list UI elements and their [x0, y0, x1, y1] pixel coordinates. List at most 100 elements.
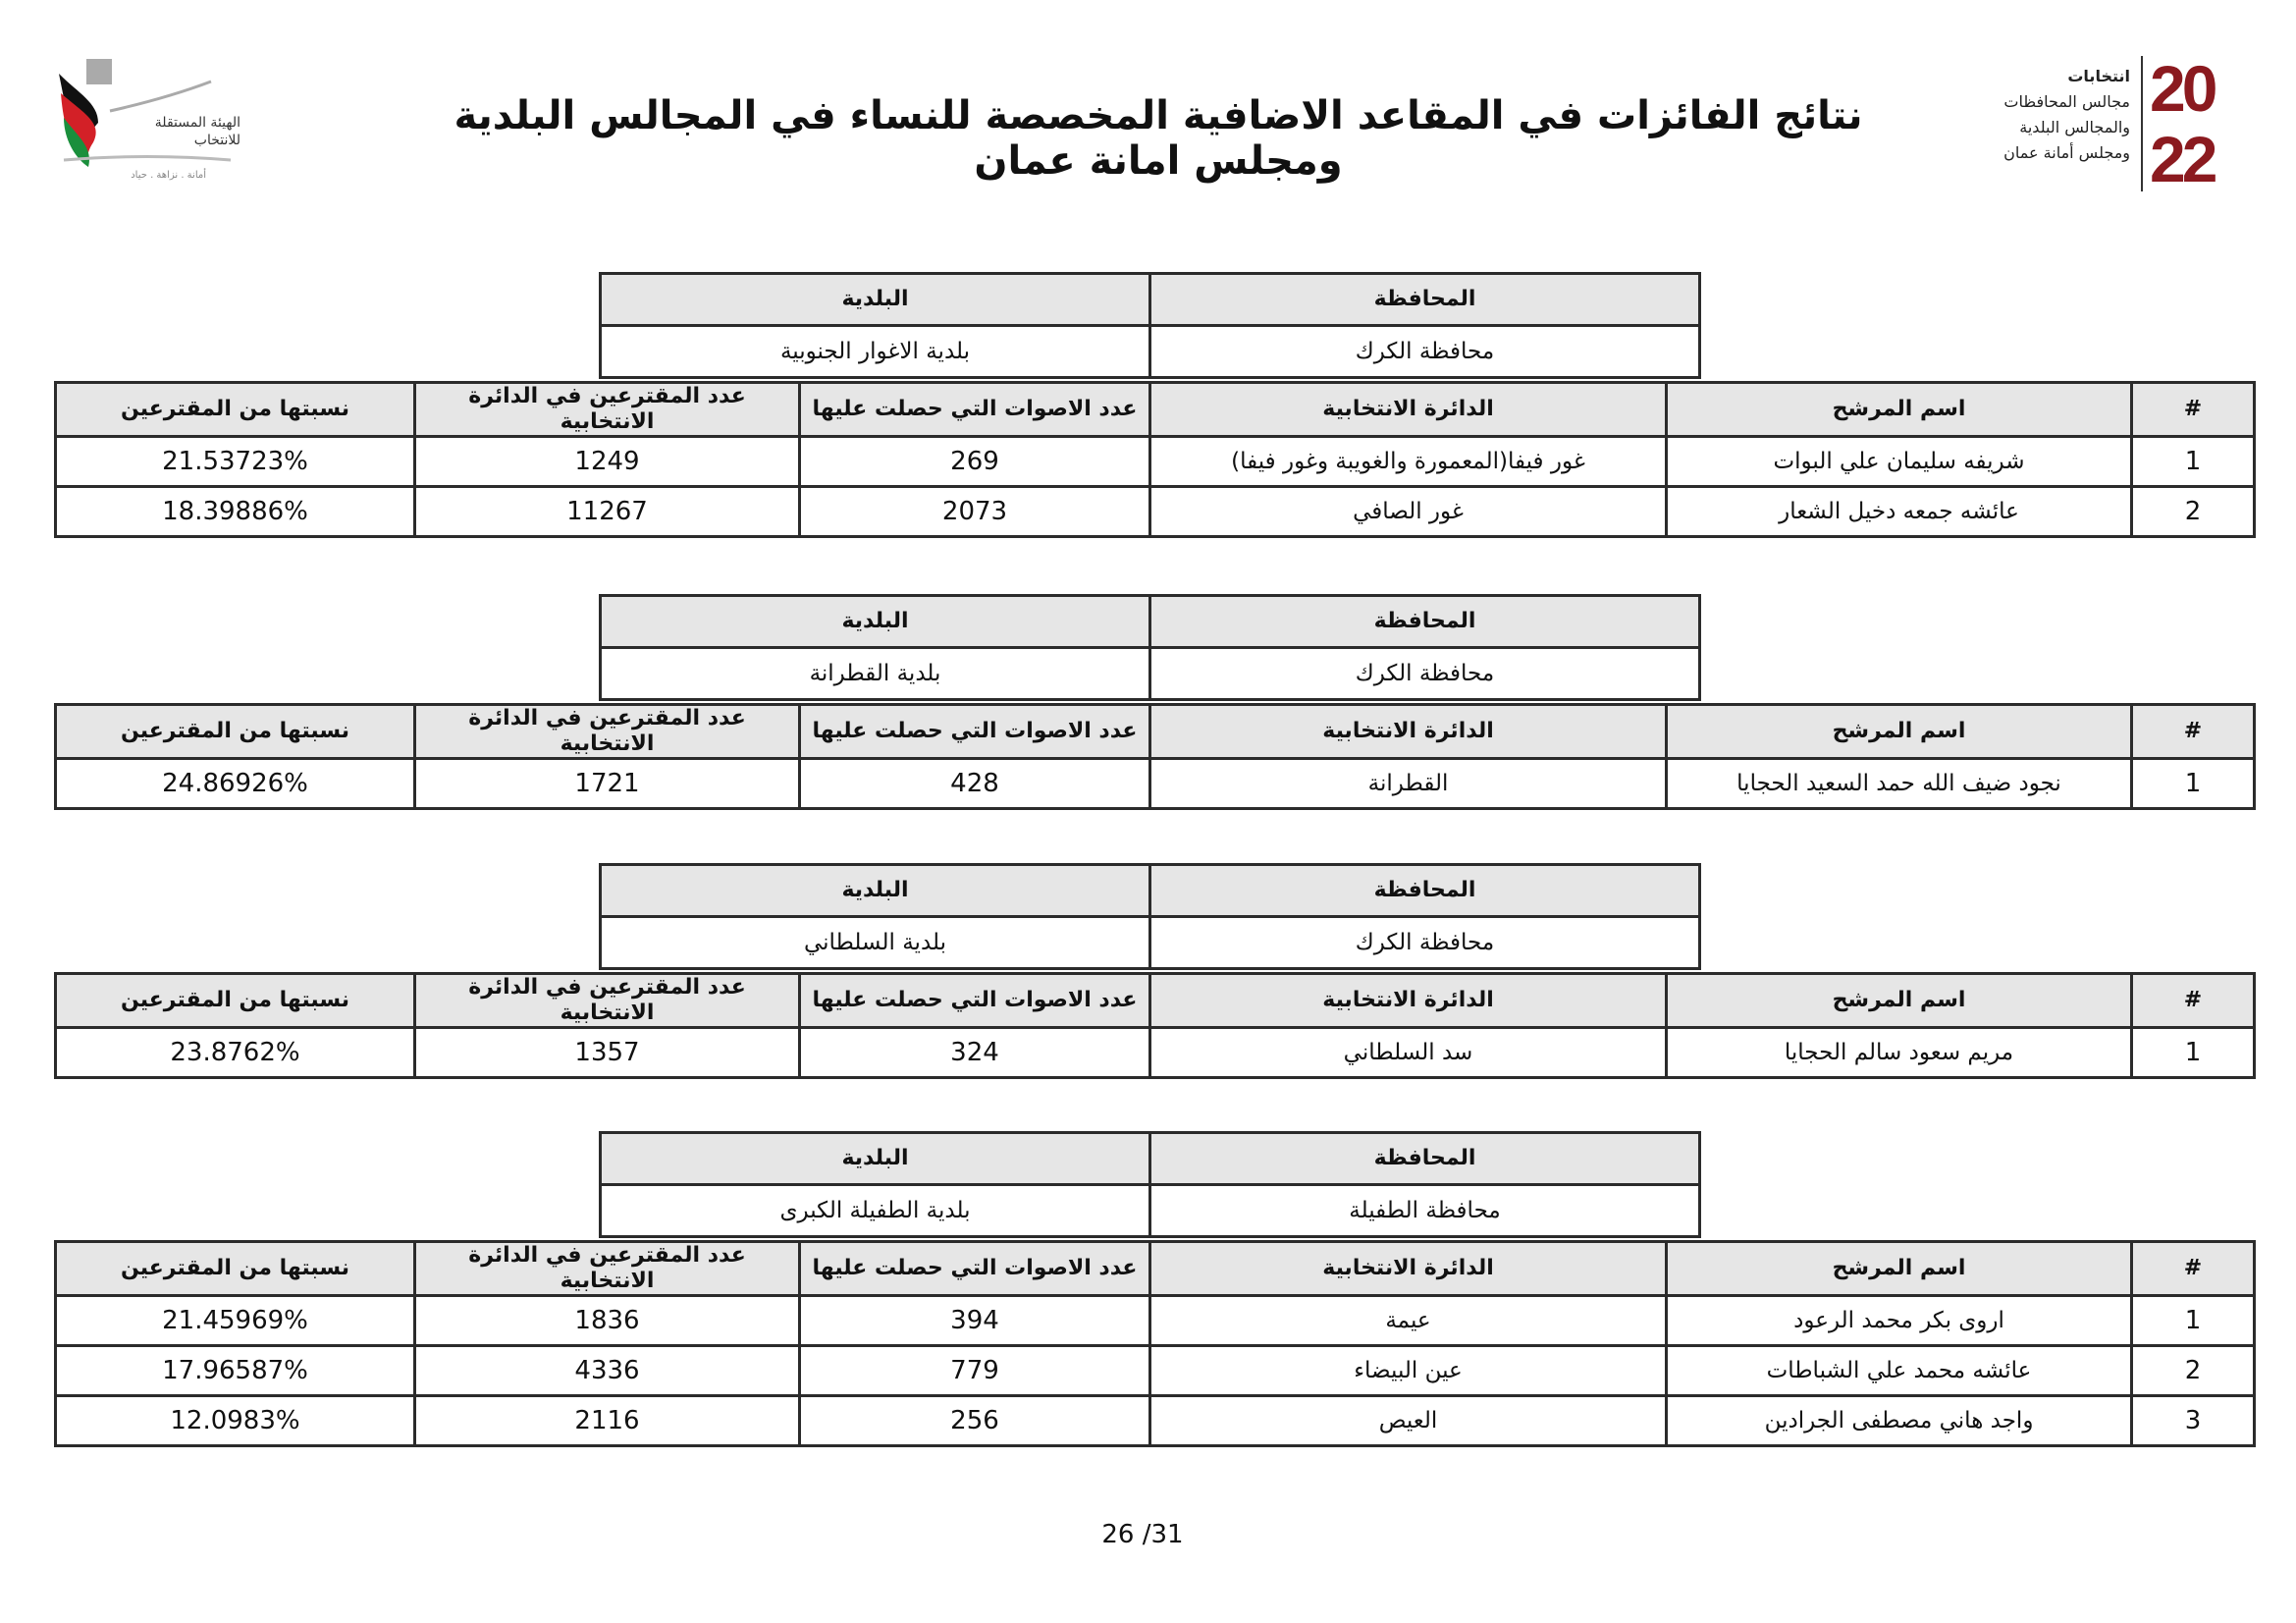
- district-cell: غور الصافي: [1148, 485, 1668, 538]
- ratio-cell: 18.39886%: [54, 485, 416, 538]
- iec-logo-icon: [59, 59, 232, 167]
- ratio-header: نسبتها من المقترعين: [54, 1240, 416, 1297]
- page-title: نتائج الفائزات في المقاعد الاضافية المخص…: [454, 93, 1863, 184]
- table-header-row: # اسم المرشح الدائرة الانتخابية عدد الاصوات…: [54, 972, 2256, 1029]
- location-table: المحافظة البلدية محافظة الكرك بلدية القط…: [599, 594, 1701, 701]
- governorate-header: المحافظة: [1148, 863, 1701, 918]
- ratio-cell: 21.45969%: [54, 1294, 416, 1347]
- elections-2022-logo-icon: [2141, 56, 2143, 191]
- num-header: #: [2130, 1240, 2256, 1297]
- voters-header: عدد المقترعين في الدائرة الانتخابية: [413, 703, 801, 760]
- voters-cell: 2116: [413, 1394, 801, 1447]
- candidate-header: اسم المرشح: [1665, 703, 2133, 760]
- district-cell: سد السلطاني: [1148, 1026, 1668, 1079]
- location-table: المحافظة البلدية محافظة الكرك بلدية السل…: [599, 863, 1701, 970]
- municipality-header: البلدية: [599, 594, 1151, 649]
- num-cell: 3: [2130, 1394, 2256, 1447]
- table-row: 1 نجود ضيف الله حمد السعيد الحجايا القطران…: [54, 757, 2256, 810]
- ratio-cell: 17.96587%: [54, 1344, 416, 1397]
- municipality-header: البلدية: [599, 272, 1151, 327]
- voters-cell: 11267: [413, 485, 801, 538]
- district-cell: عين البيضاء: [1148, 1344, 1668, 1397]
- votes-cell: 428: [798, 757, 1151, 810]
- ratio-cell: 24.86926%: [54, 757, 416, 810]
- governorate-value: محافظة الكرك: [1148, 915, 1701, 970]
- candidate-cell: عائشه جمعه دخيل الشعار: [1665, 485, 2133, 538]
- candidate-cell: نجود ضيف الله حمد السعيد الحجايا: [1665, 757, 2133, 810]
- num-header: #: [2130, 703, 2256, 760]
- num-cell: 1: [2130, 757, 2256, 810]
- district-cell: غور فيفا(المعمورة والغويبة وغور فيفا): [1148, 435, 1668, 488]
- candidate-cell: شريفه سليمان علي البوات: [1665, 435, 2133, 488]
- governorate-value: محافظة الكرك: [1148, 324, 1701, 379]
- governorate-value: محافظة الكرك: [1148, 646, 1701, 701]
- num-cell: 1: [2130, 435, 2256, 488]
- district-header: الدائرة الانتخابية: [1148, 972, 1668, 1029]
- table-row: 1 اروى بكر محمد الرعود عيمة 394 1836 21.45969…: [54, 1294, 2256, 1347]
- voters-cell: 1836: [413, 1294, 801, 1347]
- governorate-header: المحافظة: [1148, 1131, 1701, 1186]
- candidate-cell: اروى بكر محمد الرعود: [1665, 1294, 2133, 1347]
- candidate-cell: مريم سعود سالم الحجايا: [1665, 1026, 2133, 1079]
- municipality-value: بلدية القطرانة: [599, 646, 1151, 701]
- num-header: #: [2130, 381, 2256, 438]
- municipality-value: بلدية السلطاني: [599, 915, 1151, 970]
- num-cell: 1: [2130, 1294, 2256, 1347]
- table-header-row: # اسم المرشح الدائرة الانتخابية عدد الاصوات…: [54, 1240, 2256, 1297]
- voters-cell: 4336: [413, 1344, 801, 1397]
- results-table: # اسم المرشح الدائرة الانتخابية عدد الاصوات…: [54, 381, 2256, 538]
- municipality-value: بلدية الاغوار الجنوبية: [599, 324, 1151, 379]
- candidate-header: اسم المرشح: [1665, 972, 2133, 1029]
- votes-header: عدد الاصوات التي حصلت عليها: [798, 972, 1151, 1029]
- governorate-header: المحافظة: [1148, 272, 1701, 327]
- iec-logo-name-2: للانتخاب: [193, 133, 240, 148]
- results-table: # اسم المرشح الدائرة الانتخابية عدد الاصوات…: [54, 1240, 2256, 1447]
- municipality-value: بلدية الطفيلة الكبرى: [599, 1183, 1151, 1238]
- ratio-cell: 21.53723%: [54, 435, 416, 488]
- table-header-row: # اسم المرشح الدائرة الانتخابية عدد الاصوات…: [54, 703, 2256, 760]
- num-cell: 1: [2130, 1026, 2256, 1079]
- ratio-cell: 12.0983%: [54, 1394, 416, 1447]
- table-row: 1 شريفه سليمان علي البوات غور فيفا(المعمور…: [54, 435, 2256, 488]
- voters-cell: 1721: [413, 757, 801, 810]
- iec-logo-name: الهيئة المستقلة: [154, 115, 240, 131]
- district-header: الدائرة الانتخابية: [1148, 703, 1668, 760]
- ratio-cell: 23.8762%: [54, 1026, 416, 1079]
- table-header-row: # اسم المرشح الدائرة الانتخابية عدد الاصوات…: [54, 381, 2256, 438]
- votes-header: عدد الاصوات التي حصلت عليها: [798, 703, 1151, 760]
- table-row: 3 واجد هاني مصطفى الجرادين العيص 256 2116 12.…: [54, 1394, 2256, 1447]
- votes-header: عدد الاصوات التي حصلت عليها: [798, 1240, 1151, 1297]
- candidate-header: اسم المرشح: [1665, 1240, 2133, 1297]
- votes-cell: 394: [798, 1294, 1151, 1347]
- num-cell: 2: [2130, 485, 2256, 538]
- iec-logo-motto: أمانة . نزاهة . حياد: [131, 170, 206, 181]
- voters-header: عدد المقترعين في الدائرة الانتخابية: [413, 972, 801, 1029]
- ratio-header: نسبتها من المقترعين: [54, 381, 416, 438]
- municipality-header: البلدية: [599, 1131, 1151, 1186]
- candidate-cell: عائشه محمد علي الشباطات: [1665, 1344, 2133, 1397]
- voters-cell: 1357: [413, 1026, 801, 1079]
- district-cell: عيمة: [1148, 1294, 1668, 1347]
- table-row: 2 عائشه محمد علي الشباطات عين البيضاء 779 43…: [54, 1344, 2256, 1397]
- elections-logo-line: ومجلس أمانة عمان: [2003, 143, 2130, 162]
- page-number: 26 /31: [1101, 1520, 1184, 1549]
- voters-header: عدد المقترعين في الدائرة الانتخابية: [413, 381, 801, 438]
- voters-cell: 1249: [413, 435, 801, 488]
- votes-header: عدد الاصوات التي حصلت عليها: [798, 381, 1151, 438]
- governorate-value: محافظة الطفيلة: [1148, 1183, 1701, 1238]
- results-table: # اسم المرشح الدائرة الانتخابية عدد الاصوات…: [54, 703, 2256, 810]
- district-cell: العيص: [1148, 1394, 1668, 1447]
- votes-cell: 779: [798, 1344, 1151, 1397]
- elections-logo-line: انتخابات: [2067, 67, 2130, 85]
- voters-header: عدد المقترعين في الدائرة الانتخابية: [413, 1240, 801, 1297]
- elections-logo-line: مجالس المحافظات: [2003, 92, 2130, 111]
- table-row: 2 عائشه جمعه دخيل الشعار غور الصافي 2073 112…: [54, 485, 2256, 538]
- elections-logo-year: 20 22: [2150, 52, 2217, 195]
- location-table: المحافظة البلدية محافظة الكرك بلدية الاغ…: [599, 272, 1701, 379]
- ratio-header: نسبتها من المقترعين: [54, 703, 416, 760]
- num-cell: 2: [2130, 1344, 2256, 1397]
- candidate-cell: واجد هاني مصطفى الجرادين: [1665, 1394, 2133, 1447]
- table-row: 1 مريم سعود سالم الحجايا سد السلطاني 324 135…: [54, 1026, 2256, 1079]
- location-table: المحافظة البلدية محافظة الطفيلة بلدية ال…: [599, 1131, 1701, 1238]
- municipality-header: البلدية: [599, 863, 1151, 918]
